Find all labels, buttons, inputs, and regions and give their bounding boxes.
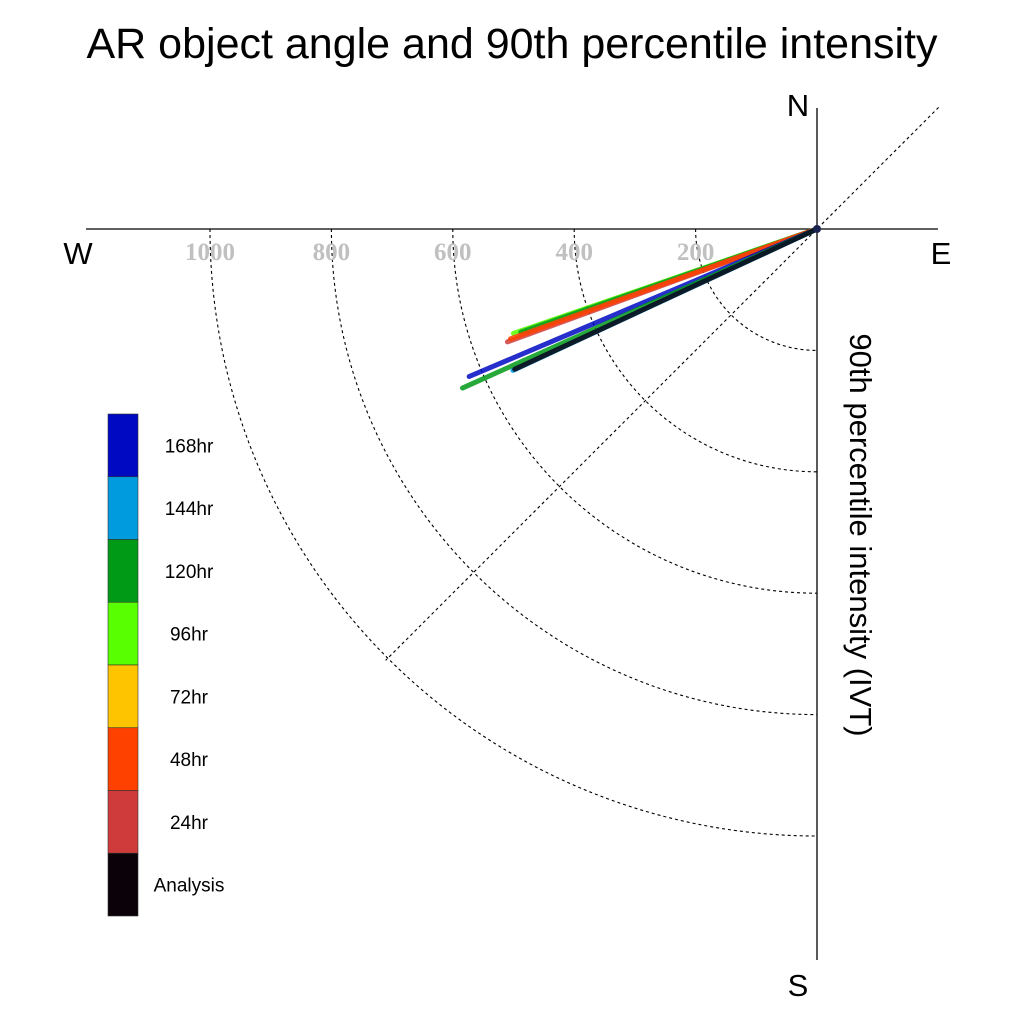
ring-tick-label: 600	[434, 239, 472, 266]
legend-label: 96hr	[170, 625, 209, 646]
ring-labels: 200 400 600 800 1000	[185, 239, 714, 266]
east-label: E	[931, 236, 952, 271]
legend-swatch	[107, 790, 139, 854]
vector-series	[460, 226, 820, 391]
intensity-ring	[573, 228, 818, 473]
legend-swatch	[107, 413, 139, 478]
legend-label: 24hr	[170, 813, 209, 834]
intensity-rings	[209, 228, 818, 837]
north-label: N	[787, 88, 809, 123]
legend-swatch	[107, 852, 139, 917]
intensity-ring	[695, 228, 818, 351]
west-label: W	[63, 236, 93, 271]
legend-label: Analysis	[154, 876, 225, 897]
legend-swatch	[107, 601, 139, 666]
south-label: S	[788, 968, 809, 1003]
legend-swatch	[107, 539, 139, 603]
origin-point	[813, 225, 821, 233]
legend-label: 48hr	[170, 750, 209, 771]
ring-tick-label: 200	[677, 239, 715, 266]
vector-analysis	[512, 226, 820, 372]
intensity-ring	[452, 228, 818, 594]
chart-title: AR object angle and 90th percentile inte…	[87, 20, 938, 68]
ring-tick-label: 1000	[185, 239, 235, 266]
legend-label: 168hr	[165, 436, 214, 457]
legend-label: 144hr	[165, 499, 214, 520]
diagonal-guide-line	[385, 106, 940, 661]
legend-label: 120hr	[165, 562, 214, 583]
legend-swatch	[107, 664, 139, 729]
intensity-ring	[330, 228, 818, 716]
legend-swatch	[107, 727, 139, 791]
ring-tick-label: 400	[555, 239, 593, 266]
intensity-ring	[209, 228, 818, 837]
ring-tick-label: 800	[313, 239, 351, 266]
legend-label: 72hr	[170, 687, 209, 708]
y-axis-label: 90th percentile intensity (IVT)	[843, 333, 878, 736]
vector-48hr	[507, 226, 820, 342]
legend: 168hr 144hr 120hr 96hr 72hr 48hr 24hr Analysis	[107, 413, 225, 917]
legend-swatch	[107, 476, 139, 540]
